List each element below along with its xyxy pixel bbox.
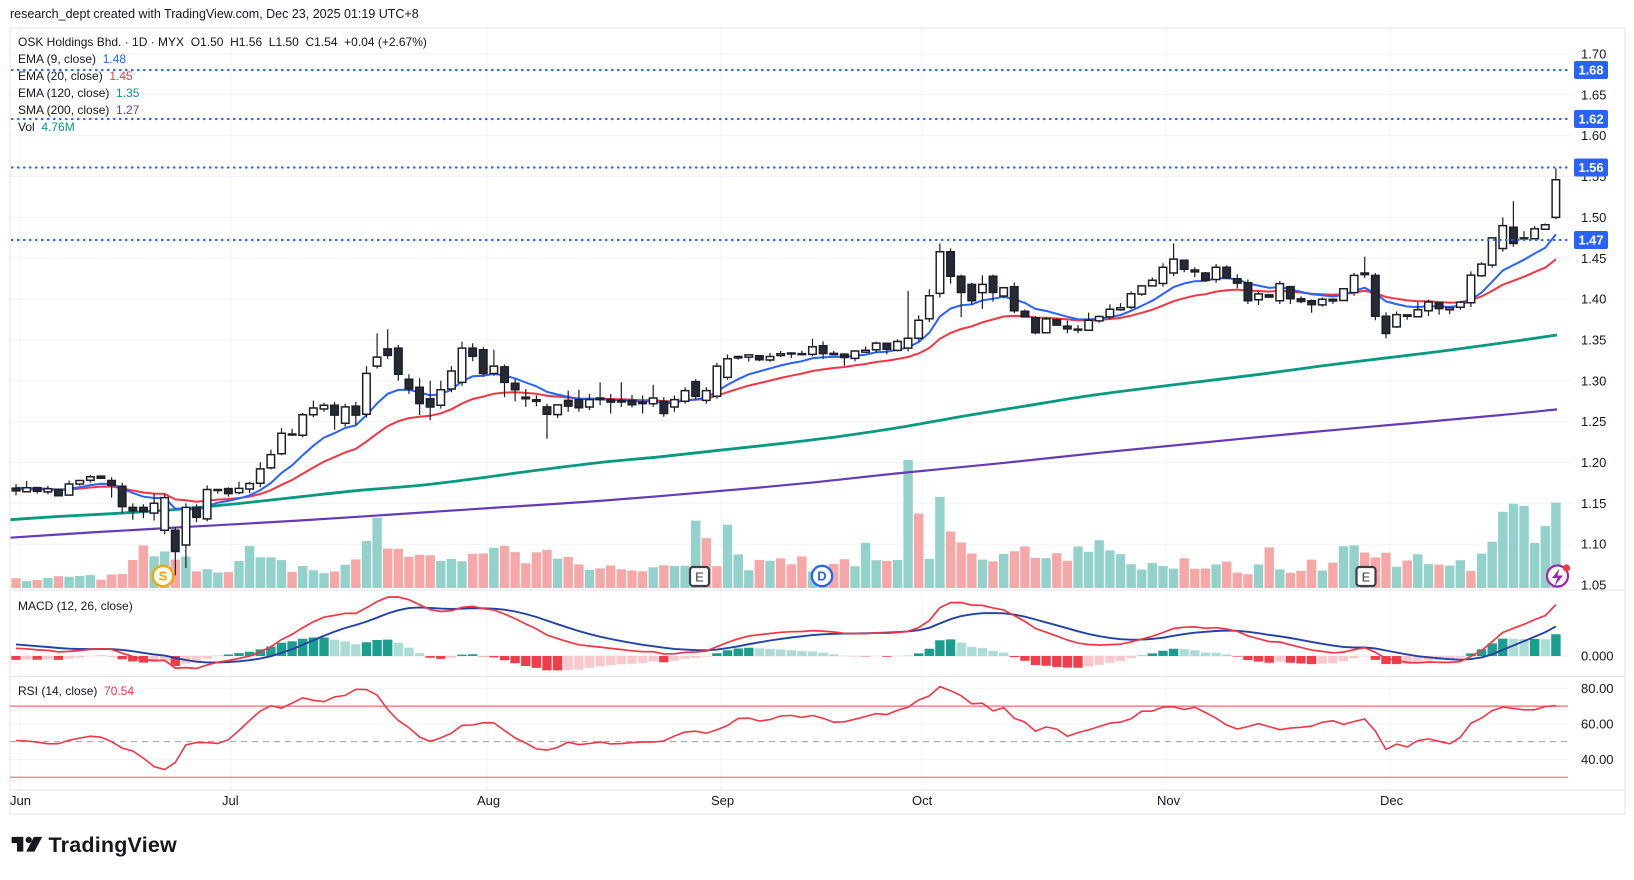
svg-text:RSI (14, close) 70.54: RSI (14, close) 70.54 xyxy=(18,684,134,698)
svg-text:1.50: 1.50 xyxy=(1581,210,1606,225)
svg-text:Sep: Sep xyxy=(711,793,734,808)
svg-text:TradingView: TradingView xyxy=(49,833,178,857)
svg-text:1.65: 1.65 xyxy=(1581,87,1606,102)
svg-text:OSK Holdings Bhd. · 1D · MYX: OSK Holdings Bhd. · 1D · MYX O1.50 H1.56… xyxy=(18,35,427,49)
svg-text:SMA (200, close) 1.27: SMA (200, close) 1.27 xyxy=(18,103,140,117)
svg-text:1.20: 1.20 xyxy=(1581,455,1606,470)
svg-text:EMA (9, close) 1.48: EMA (9, close) 1.48 xyxy=(18,52,126,66)
svg-text:E: E xyxy=(695,570,704,585)
svg-text:research_dept created with Tra: research_dept created with TradingView.c… xyxy=(10,7,419,21)
svg-text:1.30: 1.30 xyxy=(1581,373,1606,388)
svg-text:0.000: 0.000 xyxy=(1581,649,1614,664)
svg-text:EMA (120, close) 1.35: EMA (120, close) 1.35 xyxy=(18,86,140,100)
svg-text:Jul: Jul xyxy=(222,793,239,808)
svg-text:1.70: 1.70 xyxy=(1581,47,1606,62)
svg-text:80.00: 80.00 xyxy=(1581,681,1614,696)
svg-text:1.60: 1.60 xyxy=(1581,128,1606,143)
svg-text:Dec: Dec xyxy=(1380,793,1404,808)
svg-text:Aug: Aug xyxy=(477,793,500,808)
svg-text:1.40: 1.40 xyxy=(1581,292,1606,307)
svg-text:40.00: 40.00 xyxy=(1581,752,1614,767)
svg-text:S: S xyxy=(159,569,168,584)
svg-text:E: E xyxy=(1362,570,1371,585)
svg-text:1.56: 1.56 xyxy=(1578,160,1603,175)
svg-text:Jun: Jun xyxy=(10,793,31,808)
svg-text:Oct: Oct xyxy=(912,793,933,808)
svg-text:1.35: 1.35 xyxy=(1581,332,1606,347)
svg-text:1.68: 1.68 xyxy=(1578,63,1603,78)
svg-text:EMA (20, close) 1.45: EMA (20, close) 1.45 xyxy=(18,69,133,83)
svg-text:Nov: Nov xyxy=(1157,793,1181,808)
svg-text:1.05: 1.05 xyxy=(1581,578,1606,593)
svg-text:1.45: 1.45 xyxy=(1581,251,1606,266)
svg-text:1.25: 1.25 xyxy=(1581,414,1606,429)
svg-text:1.10: 1.10 xyxy=(1581,537,1606,552)
svg-text:1.15: 1.15 xyxy=(1581,496,1606,511)
svg-text:MACD (12, 26, close): MACD (12, 26, close) xyxy=(18,599,133,613)
svg-text:D: D xyxy=(817,569,826,584)
svg-text:1.47: 1.47 xyxy=(1578,233,1603,248)
svg-text:1.62: 1.62 xyxy=(1578,112,1603,127)
svg-text:60.00: 60.00 xyxy=(1581,717,1614,732)
svg-text:Vol 4.76M: Vol 4.76M xyxy=(18,120,75,134)
